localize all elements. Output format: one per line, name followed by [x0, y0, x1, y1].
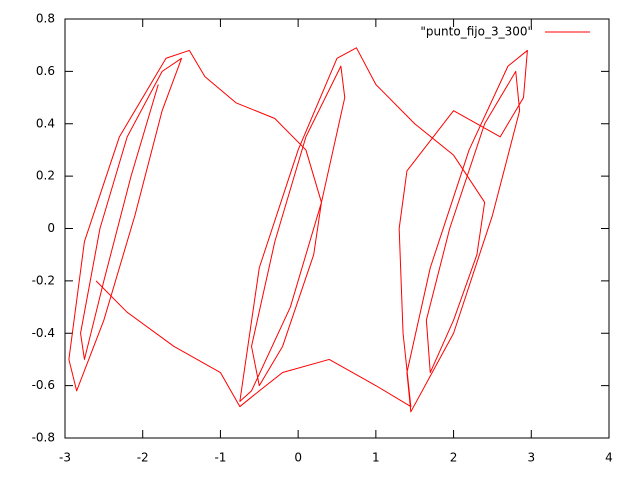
x-tick-label: 3 — [527, 451, 535, 465]
y-tick-label: -0.4 — [32, 326, 55, 340]
plot-border — [64, 18, 610, 439]
x-tick-label: 0 — [294, 451, 302, 465]
x-tick-label: 1 — [372, 451, 380, 465]
y-tick-label: -0.2 — [32, 273, 55, 287]
y-tick-label: 0.2 — [36, 169, 55, 183]
y-tick-label: 0.4 — [36, 116, 55, 130]
x-tick-label: -1 — [214, 451, 226, 465]
legend-label: "punto_fijo_3_300" — [420, 25, 533, 39]
x-tick-label: 4 — [605, 451, 613, 465]
x-tick-label: -3 — [59, 451, 71, 465]
x-tick-label: -2 — [137, 451, 149, 465]
y-tick-label: 0.8 — [36, 12, 55, 26]
y-tick-label: 0 — [47, 221, 55, 235]
y-tick-label: -0.8 — [32, 431, 55, 445]
x-tick-label: 2 — [450, 451, 458, 465]
trajectory-line — [68, 47, 528, 413]
y-tick-label: 0.6 — [36, 64, 55, 78]
y-tick-label: -0.6 — [32, 378, 55, 392]
